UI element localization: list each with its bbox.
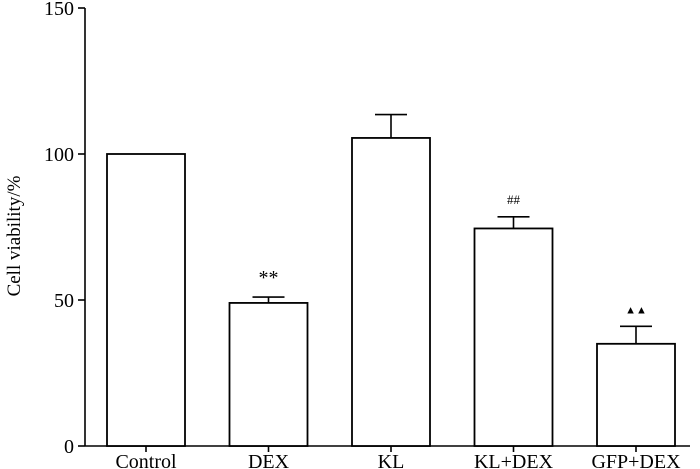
bar: [351, 137, 431, 447]
bar: [473, 227, 554, 447]
bars: ** ## ▲▲: [106, 113, 676, 447]
bar: [596, 342, 676, 447]
x-tick-label: GFP+DEX: [591, 451, 681, 469]
x-tick-label: KL+DEX: [474, 451, 554, 469]
x-ticks: Control DEX KL KL+DEX GFP+DEX: [115, 446, 681, 469]
y-axis-label: Cell viability/%: [4, 175, 25, 296]
y-ticks: 0 50 100 150: [44, 0, 85, 458]
x-tick-label: KL: [378, 451, 405, 469]
significance-marker: **: [259, 267, 279, 289]
x-tick-label: DEX: [248, 451, 290, 469]
significance-marker: ▲▲: [625, 304, 647, 316]
y-tick-label: 150: [44, 0, 74, 20]
y-tick-label: 50: [54, 290, 74, 312]
significance-marker: ##: [507, 192, 521, 207]
x-tick-label: Control: [115, 451, 177, 469]
bar: [106, 153, 186, 447]
y-tick-label: 0: [64, 436, 74, 458]
bar: [228, 302, 309, 447]
y-tick-label: 100: [44, 144, 74, 166]
